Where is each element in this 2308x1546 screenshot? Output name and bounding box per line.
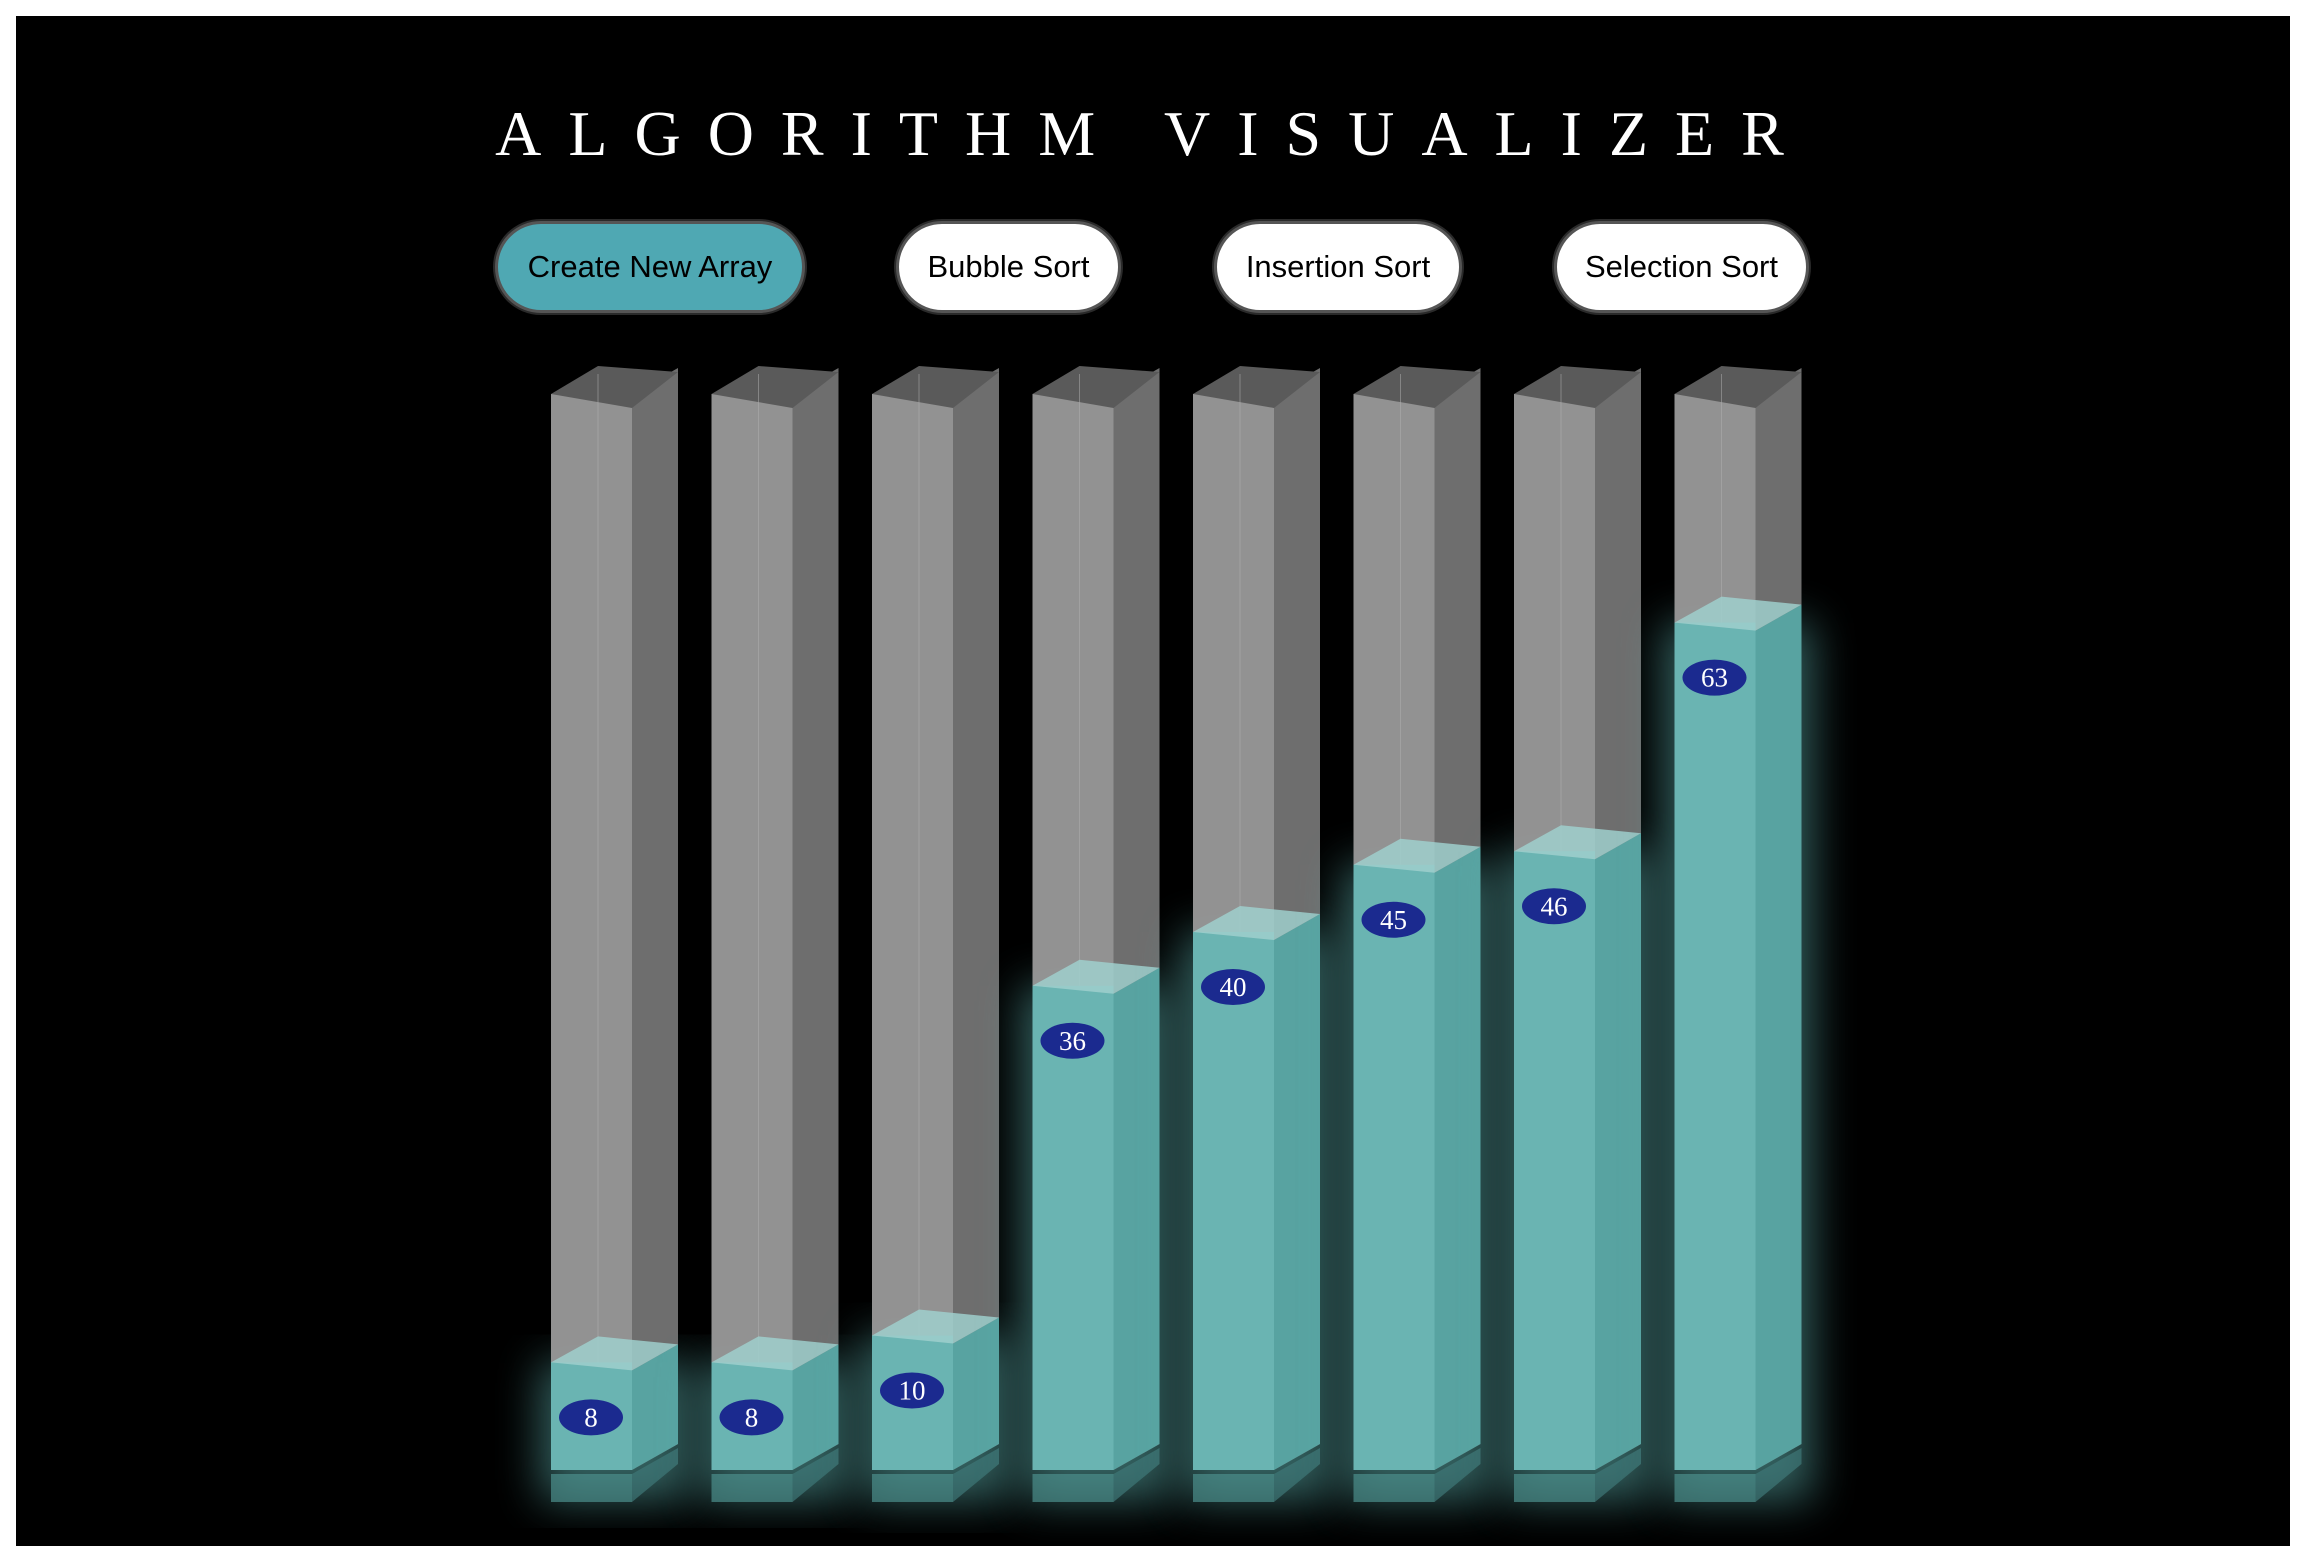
value-label-badge — [1522, 888, 1586, 925]
bar-base-side — [1595, 1448, 1641, 1502]
bar-fill-front — [1674, 622, 1756, 1470]
visualizer-canvas: ALGORITHM VISUALIZER Create New Array Bu… — [16, 16, 2290, 1546]
page-title: ALGORITHM VISUALIZER — [495, 98, 1811, 169]
create-new-array-button[interactable]: Create New Array — [495, 221, 805, 313]
bar-glass-top — [1514, 366, 1641, 408]
selection-sort-button[interactable]: Selection Sort — [1554, 221, 1809, 313]
bubble-sort-button[interactable]: Bubble Sort — [896, 221, 1121, 313]
value-label-badge — [559, 1399, 623, 1436]
bar-base — [711, 1474, 793, 1502]
value-label-badge — [1682, 659, 1747, 696]
bar-glass-side — [792, 368, 839, 1470]
array-bar: 40 — [1183, 366, 1330, 1502]
bar-glass-top — [1353, 366, 1481, 408]
bar-glass-top — [1193, 366, 1320, 408]
bar-glass-front — [711, 394, 793, 1470]
bar-base-side — [953, 1448, 999, 1502]
bar-fill-surface — [1193, 906, 1320, 940]
value-label-badge — [880, 1372, 944, 1409]
bar-base — [1514, 1474, 1595, 1502]
array-bar: 36 — [1022, 366, 1170, 1502]
bar-base-side — [1274, 1448, 1320, 1502]
bar-glass-top — [1674, 366, 1802, 408]
bar-fill-side — [953, 1317, 999, 1470]
bar-base-side — [632, 1448, 678, 1502]
bar-fill-surface — [711, 1336, 839, 1371]
array-bar: 8 — [701, 366, 849, 1502]
value-label: 45 — [1380, 905, 1407, 935]
value-label: 36 — [1059, 1026, 1086, 1056]
value-label-badge — [1361, 901, 1426, 938]
bar-chart: 8 8 10 36 40 45 46 63 — [541, 366, 1812, 1502]
value-label: 8 — [584, 1402, 598, 1432]
bar-fill-front — [1193, 932, 1274, 1470]
value-label: 40 — [1220, 972, 1247, 1002]
bar-glass-front — [872, 394, 953, 1470]
bar-fill-side — [1595, 833, 1641, 1470]
insertion-sort-button[interactable]: Insertion Sort — [1214, 221, 1462, 313]
bar-fill-surface — [551, 1336, 678, 1371]
value-label: 46 — [1541, 891, 1568, 921]
bar-fill-side — [1434, 846, 1481, 1470]
bar-fill-side — [1755, 604, 1802, 1470]
bar-glass-side — [632, 368, 678, 1470]
value-label-badge — [1040, 1022, 1105, 1059]
value-label-badge — [719, 1399, 784, 1436]
value-label-badge — [1201, 969, 1265, 1005]
bar-fill-surface — [1032, 959, 1160, 994]
bar-base — [1353, 1474, 1435, 1502]
bar-glass-top — [1032, 366, 1160, 408]
bar-fill-surface — [1514, 825, 1641, 860]
bar-glass-top — [711, 366, 839, 408]
bar-fill-front — [1514, 851, 1595, 1470]
value-label: 10 — [899, 1376, 926, 1406]
bar-base-side — [1755, 1448, 1802, 1502]
bar-glass-top — [551, 366, 678, 408]
bar-fill-surface — [872, 1309, 999, 1344]
bar-base — [1674, 1474, 1756, 1502]
bar-base — [1193, 1474, 1274, 1502]
bar-fill-side — [1113, 967, 1160, 1470]
array-bar: 10 — [862, 366, 1009, 1502]
bar-fill-front — [1032, 985, 1114, 1470]
array-bar: 45 — [1343, 366, 1491, 1502]
bar-base — [551, 1474, 632, 1502]
value-label: 8 — [745, 1402, 759, 1432]
bar-glass-side — [953, 368, 999, 1470]
value-label: 63 — [1701, 663, 1728, 693]
bar-fill-surface — [1674, 596, 1802, 631]
array-bar: 8 — [541, 366, 688, 1502]
bar-base — [872, 1474, 953, 1502]
bar-base-side — [792, 1448, 839, 1502]
bar-glass-top — [872, 366, 999, 408]
bar-base — [1032, 1474, 1114, 1502]
array-bar: 46 — [1504, 366, 1651, 1502]
bar-fill-side — [792, 1344, 839, 1470]
bar-fill-side — [632, 1344, 678, 1470]
array-bar: 63 — [1664, 366, 1812, 1502]
bar-fill-front — [1353, 864, 1435, 1470]
bar-base-side — [1434, 1448, 1481, 1502]
bar-base-side — [1113, 1448, 1160, 1502]
bar-fill-side — [1274, 914, 1320, 1470]
bar-fill-surface — [1353, 838, 1481, 873]
bar-glass-front — [551, 394, 632, 1470]
